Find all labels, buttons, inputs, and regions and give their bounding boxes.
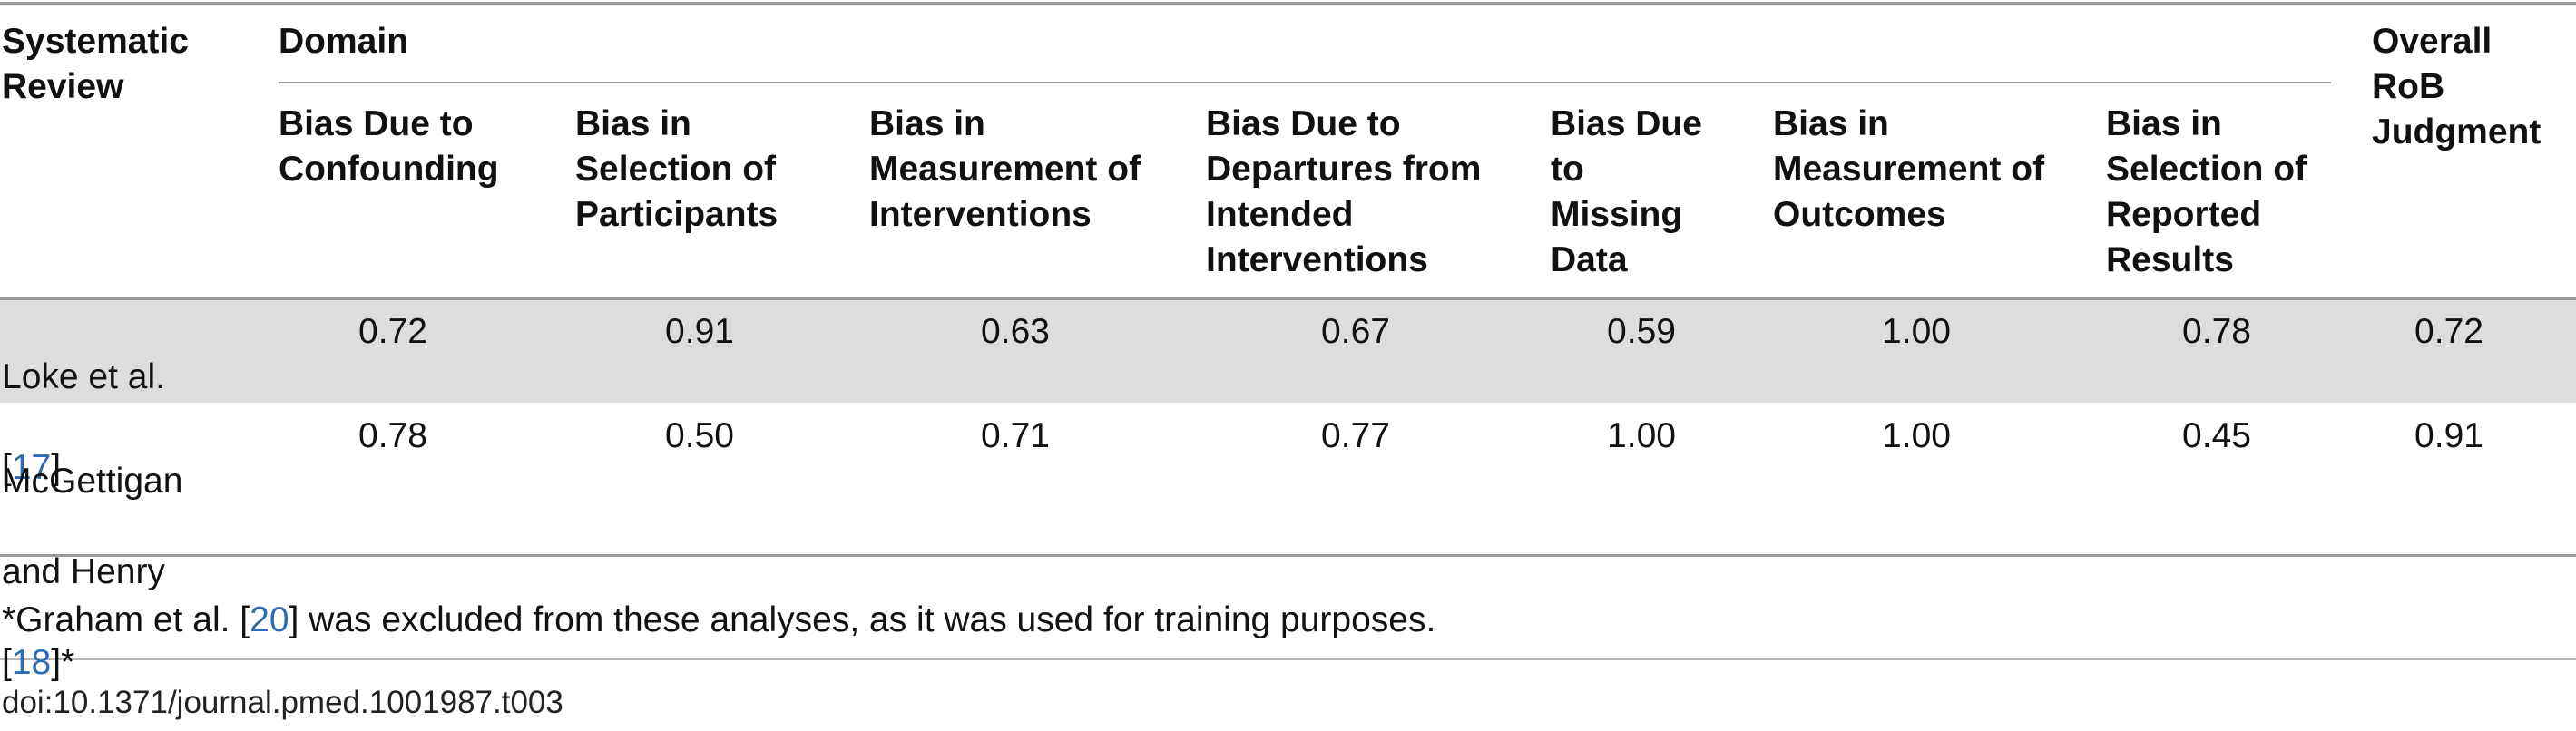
row-shading — [0, 300, 2576, 403]
row-header-systematic-review: Systematic Review — [2, 22, 189, 106]
mcgettigan-missing-data-value: 1.00 — [1607, 416, 1676, 455]
column-header-confounding: Bias Due to Confounding — [279, 104, 499, 189]
column-header-missing-data: Bias Due to Missing Data — [1551, 104, 1702, 279]
ref-bracket-open: [ — [2, 643, 12, 682]
column-header-measurement-of-interventions: Bias in Measurement of Interventions — [869, 104, 1141, 234]
reference-link-20[interactable]: 20 — [250, 600, 289, 639]
ref-bracket-close: ] — [51, 448, 62, 487]
mcgettigan-selection-reported-value: 0.45 — [2182, 416, 2251, 455]
row-label-loke: Loke et al. [17] — [2, 309, 165, 536]
loke-selection-participants-value: 0.91 — [665, 312, 734, 351]
table-footnote: *Graham et al. [20] was excluded from th… — [2, 598, 1435, 643]
loke-measurement-interventions-value: 0.63 — [981, 312, 1050, 351]
column-header-departures-from-intended-interventions: Bias Due to Departures from Intended Int… — [1206, 104, 1482, 279]
header-bottom-rule — [0, 297, 2576, 300]
row-label-line: McGettigan — [2, 462, 183, 501]
group-header-domain: Domain — [279, 22, 409, 61]
reference-link-17[interactable]: 17 — [11, 448, 52, 487]
mcgettigan-confounding-value: 0.78 — [358, 416, 427, 455]
loke-selection-reported-value: 0.78 — [2182, 312, 2251, 351]
table-doi[interactable]: doi:10.1371/journal.pmed.1001987.t003 — [2, 685, 563, 720]
ref-bracket-open: [ — [2, 448, 12, 487]
mcgettigan-measurement-interventions-value: 0.71 — [981, 416, 1050, 455]
ref-bracket-close: ]* — [51, 643, 75, 682]
row-label-line: and Henry — [2, 552, 165, 591]
header-overall-rob-judgment: Overall RoB Judgment — [2372, 22, 2542, 151]
column-header-measurement-of-outcomes: Bias in Measurement of Outcomes — [1773, 104, 2045, 234]
row-reference: [18]* — [2, 640, 182, 686]
loke-measurement-outcomes-value: 1.00 — [1882, 312, 1951, 351]
footnote-text-after: ] was excluded from these analyses, as i… — [289, 600, 1436, 639]
domain-underline — [279, 82, 2331, 83]
top-rule — [0, 2, 2576, 5]
row-reference: [17] — [2, 445, 165, 491]
mcgettigan-measurement-outcomes-value: 1.00 — [1882, 416, 1951, 455]
row-label-line: Loke et al. — [2, 357, 165, 396]
table-bottom-rule — [0, 554, 2576, 557]
column-header-selection-of-participants: Bias in Selection of Participants — [575, 104, 779, 234]
mcgettigan-departures-value: 0.77 — [1321, 416, 1390, 455]
mcgettigan-overall-value: 0.91 — [2414, 416, 2483, 455]
loke-departures-value: 0.67 — [1321, 312, 1390, 351]
loke-overall-value: 0.72 — [2414, 312, 2483, 351]
doi-rule — [0, 658, 2576, 660]
row-label-mcgettigan: McGettigan and Henry [18]* — [2, 414, 182, 731]
loke-missing-data-value: 0.59 — [1607, 312, 1676, 351]
reference-link-18[interactable]: 18 — [11, 643, 52, 682]
loke-confounding-value: 0.72 — [358, 312, 427, 351]
footnote-text-before: *Graham et al. [ — [2, 600, 250, 639]
column-header-selection-of-reported-results: Bias in Selection of Reported Results — [2106, 104, 2307, 279]
mcgettigan-selection-participants-value: 0.50 — [665, 416, 734, 455]
